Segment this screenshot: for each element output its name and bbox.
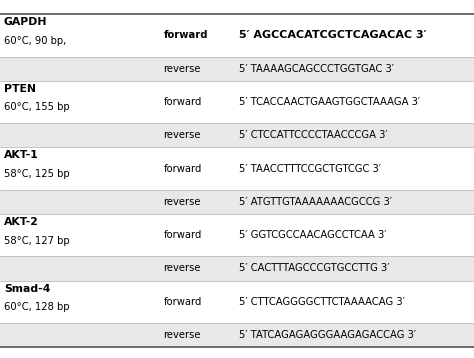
Text: PTEN: PTEN bbox=[4, 84, 36, 94]
Text: 60°C, 155 bp: 60°C, 155 bp bbox=[4, 102, 69, 112]
Text: 5′ TAAAAGCAGCCCTGGTGAC 3′: 5′ TAAAAGCAGCCCTGGTGAC 3′ bbox=[239, 64, 394, 74]
Bar bbox=[0, 14, 474, 57]
Bar bbox=[0, 81, 474, 123]
Bar bbox=[0, 190, 474, 214]
Text: 60°C, 90 bp,: 60°C, 90 bp, bbox=[4, 36, 66, 46]
Bar bbox=[0, 323, 474, 347]
Text: Smad-4: Smad-4 bbox=[4, 284, 50, 294]
Text: forward: forward bbox=[164, 97, 202, 107]
Text: reverse: reverse bbox=[164, 197, 201, 207]
Text: AKT-2: AKT-2 bbox=[4, 217, 39, 227]
Text: forward: forward bbox=[164, 230, 202, 240]
Text: forward: forward bbox=[164, 30, 208, 40]
Text: 58°C, 127 bp: 58°C, 127 bp bbox=[4, 236, 69, 246]
Bar bbox=[0, 147, 474, 190]
Text: 5′ TCACCAACTGAAGTGGCTAAAGA 3′: 5′ TCACCAACTGAAGTGGCTAAAGA 3′ bbox=[239, 97, 420, 107]
Bar bbox=[0, 214, 474, 256]
Text: 5′ ATGTTGTAAAAAAACGCCG 3′: 5′ ATGTTGTAAAAAAACGCCG 3′ bbox=[239, 197, 392, 207]
Text: AKT-1: AKT-1 bbox=[4, 150, 38, 160]
Text: 5′ TATCAGAGAGGGAAGAGACCAG 3′: 5′ TATCAGAGAGGGAAGAGACCAG 3′ bbox=[239, 330, 417, 340]
Text: reverse: reverse bbox=[164, 130, 201, 140]
Text: 58°C, 125 bp: 58°C, 125 bp bbox=[4, 169, 69, 179]
Bar bbox=[0, 123, 474, 147]
Bar bbox=[0, 281, 474, 323]
Text: reverse: reverse bbox=[164, 330, 201, 340]
Bar bbox=[0, 57, 474, 81]
Text: reverse: reverse bbox=[164, 263, 201, 274]
Text: 5′ CTTCAGGGGCTTCTAAAACAG 3′: 5′ CTTCAGGGGCTTCTAAAACAG 3′ bbox=[239, 297, 405, 307]
Text: reverse: reverse bbox=[164, 64, 201, 74]
Text: forward: forward bbox=[164, 297, 202, 307]
Bar bbox=[0, 256, 474, 281]
Text: 5′ AGCCACATCGCTCAGACAC 3′: 5′ AGCCACATCGCTCAGACAC 3′ bbox=[239, 30, 427, 40]
Text: forward: forward bbox=[164, 164, 202, 174]
Text: 60°C, 128 bp: 60°C, 128 bp bbox=[4, 302, 69, 312]
Text: 5′ TAACCTTTCCGCTGTCGC 3′: 5′ TAACCTTTCCGCTGTCGC 3′ bbox=[239, 164, 382, 174]
Text: 5′ CACTTTAGCCCGTGCCTTG 3′: 5′ CACTTTAGCCCGTGCCTTG 3′ bbox=[239, 263, 390, 274]
Text: GAPDH: GAPDH bbox=[4, 17, 47, 27]
Text: 5′ GGTCGCCAACAGCCTCAA 3′: 5′ GGTCGCCAACAGCCTCAA 3′ bbox=[239, 230, 387, 240]
Text: 5′ CTCCATTCCCCTAACCCGA 3′: 5′ CTCCATTCCCCTAACCCGA 3′ bbox=[239, 130, 388, 140]
